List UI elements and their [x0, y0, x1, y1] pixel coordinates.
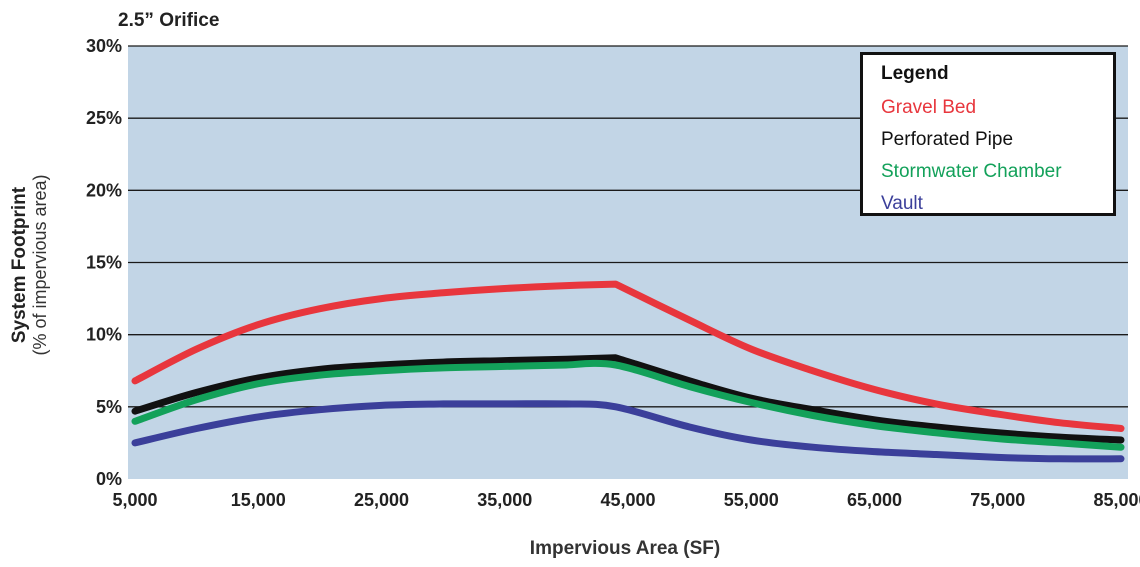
- legend: Legend Gravel Bed Perforated Pipe Stormw…: [860, 52, 1116, 216]
- y-tick-label: 25%: [86, 108, 122, 128]
- y-tick-label: 30%: [86, 36, 122, 56]
- legend-item-stormwater-chamber: Stormwater Chamber: [881, 161, 1062, 182]
- chart-title: 2.5” Orifice: [118, 10, 220, 31]
- x-tick-label: 85,000: [1093, 490, 1140, 510]
- series-lines: [131, 280, 1125, 463]
- x-tick-label: 15,000: [231, 490, 286, 510]
- x-axis-ticks: 5,000 15,000 25,000 35,000 45,000 55,000 65,00…: [112, 490, 1140, 510]
- series-line-gravel-bed: [131, 280, 1125, 432]
- x-axis-label: Impervious Area (SF): [529, 538, 721, 559]
- legend-title: Legend: [881, 63, 949, 84]
- x-tick-label: 35,000: [477, 490, 532, 510]
- series-line-stormwater-chamber: [131, 359, 1125, 451]
- y-tick-label: 20%: [86, 180, 122, 200]
- series-line-vault: [131, 400, 1125, 463]
- x-tick-label: 25,000: [354, 490, 409, 510]
- x-tick-label: 45,000: [600, 490, 655, 510]
- legend-item-vault: Vault: [881, 193, 923, 214]
- y-axis-ticks: 0% 5% 10% 15% 20% 25% 30%: [86, 36, 122, 489]
- legend-item-perforated-pipe: Perforated Pipe: [881, 129, 1014, 150]
- x-tick-label: 55,000: [724, 490, 779, 510]
- x-tick-label: 5,000: [112, 490, 157, 510]
- y-tick-label: 5%: [96, 397, 122, 417]
- x-tick-label: 75,000: [970, 490, 1025, 510]
- legend-item-gravel-bed: Gravel Bed: [881, 97, 977, 118]
- series-line-perforated-pipe: [131, 354, 1125, 444]
- y-tick-label: 15%: [86, 253, 122, 273]
- y-tick-label: 0%: [96, 469, 122, 489]
- x-tick-label: 65,000: [847, 490, 902, 510]
- y-tick-label: 10%: [86, 325, 122, 345]
